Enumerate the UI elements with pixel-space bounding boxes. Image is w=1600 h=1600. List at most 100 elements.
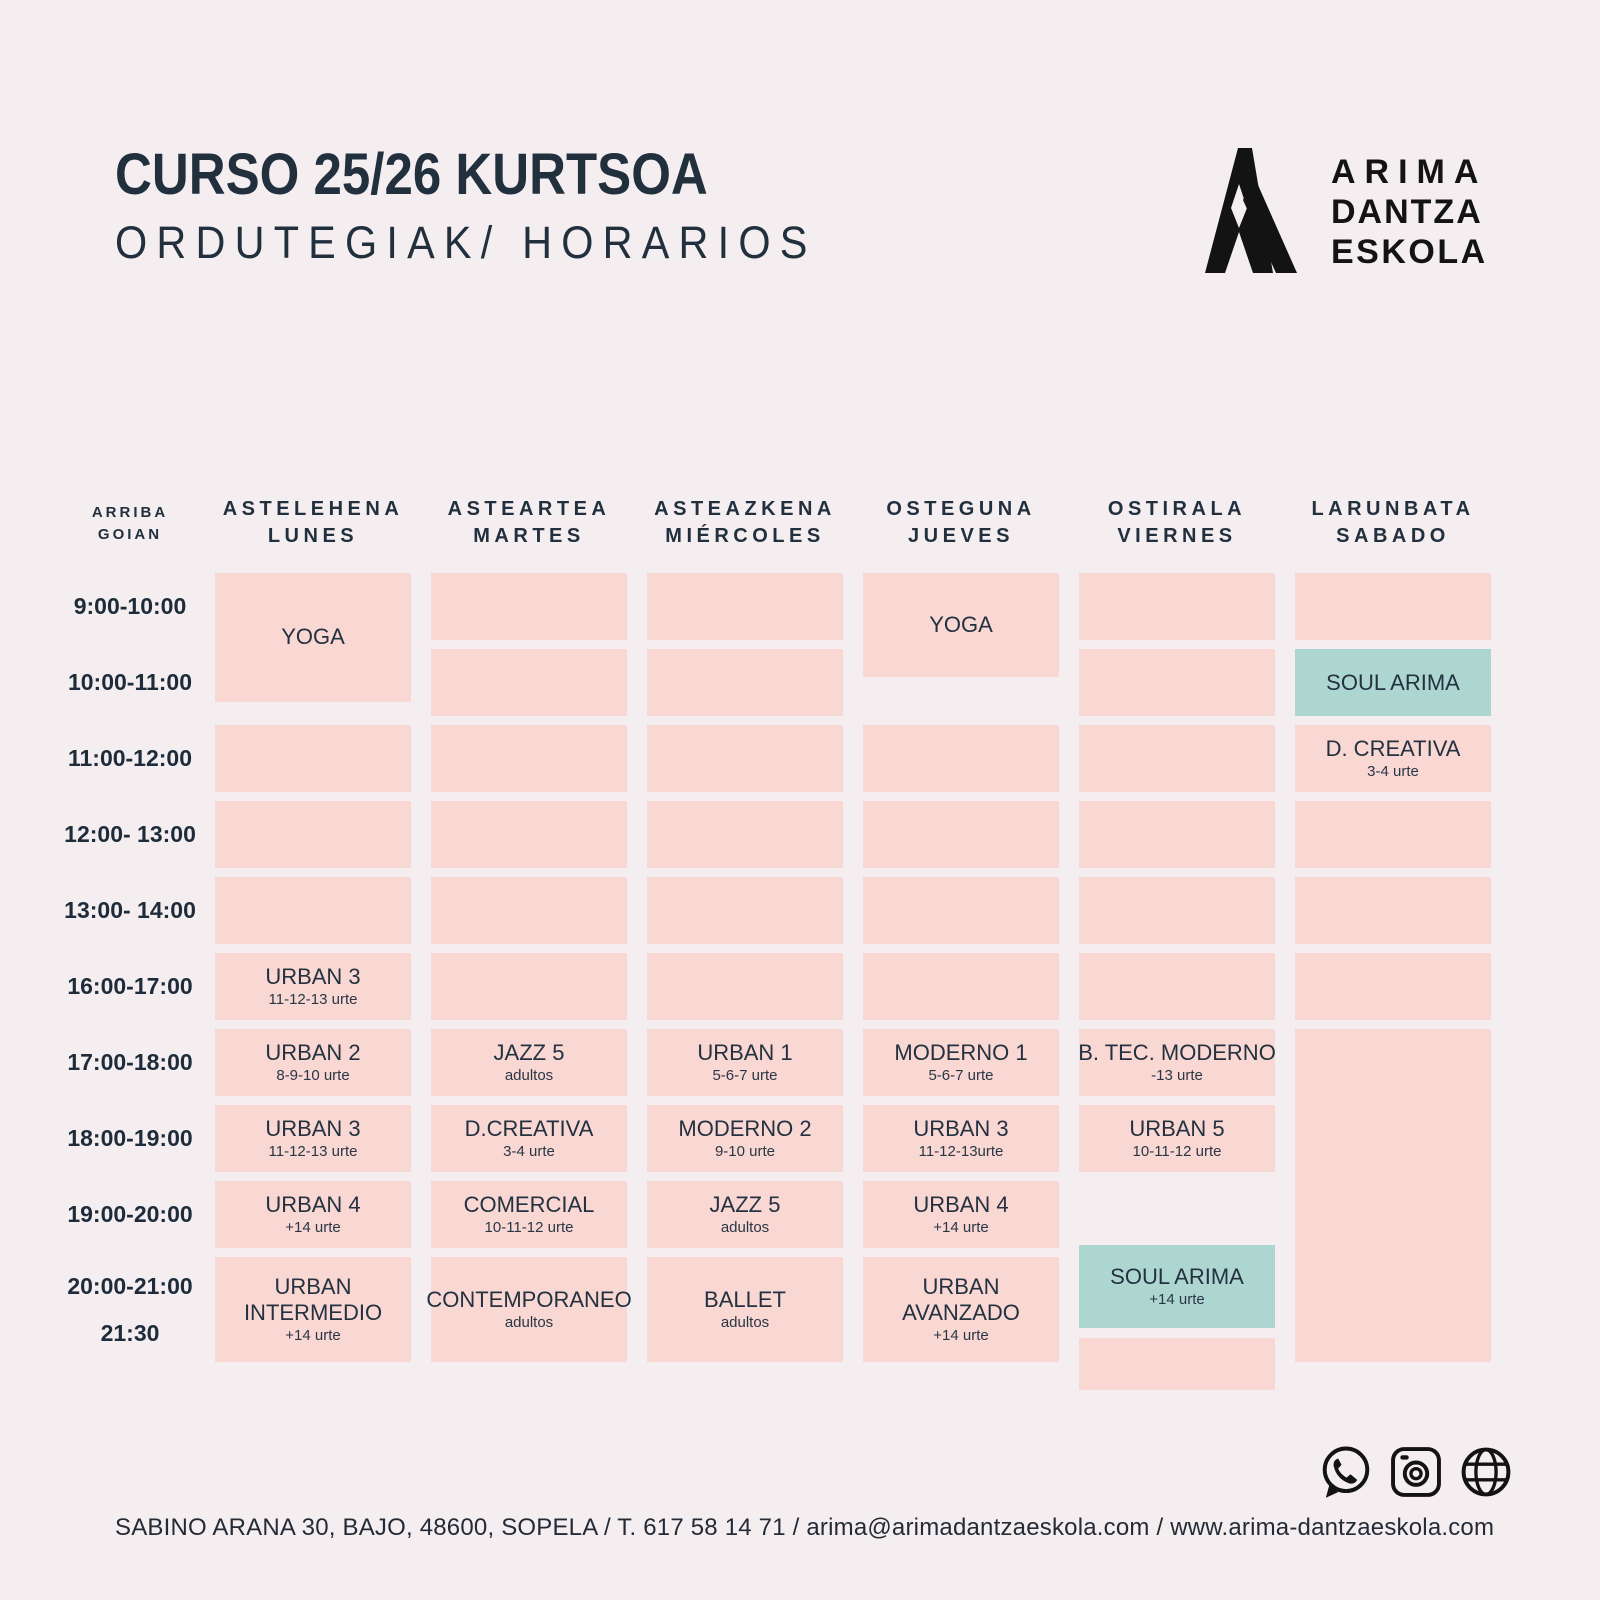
class-name: D. CREATIVA bbox=[1325, 736, 1461, 761]
empty-slot bbox=[647, 573, 843, 640]
class-name: MODERNO 2 bbox=[678, 1116, 812, 1141]
class-name: JAZZ 5 bbox=[493, 1040, 565, 1065]
class-cell: URBAN INTERMEDIO +14 urte bbox=[215, 1257, 411, 1362]
empty-slot bbox=[1079, 573, 1275, 640]
day-header-line: LARUNBATA bbox=[1311, 498, 1475, 520]
empty-slot bbox=[863, 801, 1059, 868]
empty-slot bbox=[431, 725, 627, 792]
day-header-line: JUEVES bbox=[908, 525, 1014, 547]
day-header-line: ASTEAZKENA bbox=[654, 498, 836, 520]
time-label: 10:00-11:00 bbox=[65, 649, 195, 716]
class-name: D.CREATIVA bbox=[464, 1116, 594, 1141]
time-label-line: 9:00-10:00 bbox=[73, 593, 187, 619]
day-header-line: OSTEGUNA bbox=[886, 498, 1036, 520]
whatsapp-icon[interactable] bbox=[1318, 1444, 1374, 1500]
class-age-group: +14 urte bbox=[285, 1219, 341, 1236]
empty-slot bbox=[215, 877, 411, 944]
class-name: URBAN 3 bbox=[265, 964, 361, 989]
time-label-line: 16:00-17:00 bbox=[67, 973, 193, 999]
class-name: URBAN 3 bbox=[265, 1116, 361, 1141]
class-cell: YOGA bbox=[863, 573, 1059, 678]
time-label-line: 17:00-18:00 bbox=[67, 1049, 193, 1075]
class-age-group: 3-4 urte bbox=[503, 1143, 555, 1160]
empty-slot bbox=[1079, 725, 1275, 792]
class-cell: YOGA bbox=[215, 573, 411, 702]
class-age-group: +14 urte bbox=[285, 1327, 341, 1344]
class-age-group: 9-10 urte bbox=[714, 1143, 776, 1160]
class-cell: JAZZ 5 adultos bbox=[647, 1181, 843, 1248]
day-header-line: ASTEARTEA bbox=[447, 498, 611, 520]
class-cell: URBAN 2 8-9-10 urte bbox=[215, 1029, 411, 1096]
instagram-icon[interactable] bbox=[1388, 1444, 1444, 1500]
class-age-group: 5-6-7 urte bbox=[712, 1067, 778, 1084]
day-header-line: MARTES bbox=[473, 525, 585, 547]
class-age-group: adultos bbox=[720, 1219, 770, 1236]
page-subtitle: ORDUTEGIAK/ HORARIOS bbox=[115, 217, 817, 268]
time-label-line: 18:00-19:00 bbox=[67, 1125, 193, 1151]
empty-slot bbox=[1295, 801, 1491, 868]
empty-slot bbox=[1295, 1029, 1491, 1362]
empty-slot bbox=[1079, 801, 1275, 868]
class-age-group: 11-12-13 urte bbox=[268, 991, 358, 1008]
day-header-thursday: OSTEGUNA JUEVES bbox=[863, 474, 1059, 564]
time-label-line: 11:00-12:00 bbox=[67, 745, 193, 771]
corner-line-2: GOIAN bbox=[97, 526, 163, 543]
empty-slot bbox=[647, 649, 843, 716]
class-cell: MODERNO 2 9-10 urte bbox=[647, 1105, 843, 1172]
class-name: YOGA bbox=[929, 612, 993, 638]
contact-line: SABINO ARANA 30, BAJO, 48600, SOPELA / T… bbox=[115, 1514, 1495, 1541]
class-cell: JAZZ 5 adultos bbox=[431, 1029, 627, 1096]
empty-slot bbox=[431, 877, 627, 944]
class-name: SOUL ARIMA bbox=[1326, 669, 1460, 695]
class-cell: URBAN 3 11-12-13urte bbox=[863, 1105, 1059, 1172]
day-header-line: OSTIRALA bbox=[1107, 498, 1247, 520]
class-cell: SOUL ARIMA +14 urte bbox=[1079, 1245, 1275, 1329]
time-label: 17:00-18:00 bbox=[65, 1029, 195, 1096]
class-age-group: -13 urte bbox=[1151, 1067, 1203, 1084]
corner-line-1: ARRIBA bbox=[91, 504, 169, 521]
class-name: YOGA bbox=[281, 624, 345, 650]
class-cell: URBAN 3 11-12-13 urte bbox=[215, 953, 411, 1020]
class-name: MODERNO 1 bbox=[894, 1040, 1028, 1065]
time-label: 12:00- 13:00 bbox=[64, 801, 196, 868]
day-header-tuesday: ASTEARTEA MARTES bbox=[431, 474, 627, 564]
logo-line-2: DANTZA bbox=[1331, 193, 1483, 231]
empty-slot bbox=[647, 877, 843, 944]
time-label: 13:00- 14:00 bbox=[64, 877, 196, 944]
class-name: SOUL ARIMA bbox=[1110, 1264, 1244, 1290]
empty-slot bbox=[863, 877, 1059, 944]
class-age-group: adultos bbox=[504, 1067, 554, 1084]
class-cell: SOUL ARIMA bbox=[1295, 649, 1491, 716]
class-name: URBAN 1 bbox=[697, 1040, 793, 1065]
logo-line-1: ARIMA bbox=[1331, 153, 1488, 191]
class-cell: MODERNO 1 5-6-7 urte bbox=[863, 1029, 1059, 1096]
time-label-line: 21:30 bbox=[100, 1319, 160, 1346]
globe-icon[interactable] bbox=[1458, 1444, 1514, 1500]
class-name: URBAN 3 bbox=[913, 1116, 1009, 1141]
logo-wordmark: ARIMA DANTZA ESKOLA bbox=[1331, 148, 1488, 272]
class-age-group: adultos bbox=[720, 1314, 770, 1331]
class-age-group: 11-12-13urte bbox=[918, 1143, 1004, 1160]
day-header-saturday: LARUNBATA SABADO bbox=[1295, 474, 1491, 564]
day-header-wednesday: ASTEAZKENA MIÉRCOLES bbox=[647, 474, 843, 564]
empty-slot bbox=[1079, 649, 1275, 716]
empty-slot bbox=[1079, 1338, 1275, 1390]
corner-label: ARRIBA GOIAN bbox=[65, 474, 195, 564]
class-cell: BALLET adultos bbox=[647, 1257, 843, 1362]
time-label: 16:00-17:00 bbox=[65, 953, 195, 1020]
time-label: 9:00-10:00 bbox=[65, 573, 195, 640]
time-label-line: 19:00-20:00 bbox=[67, 1201, 193, 1227]
timetable: ARRIBA GOIAN ASTELEHENA LUNES ASTEARTEA MAR… bbox=[64, 474, 1491, 1390]
class-name: JAZZ 5 bbox=[709, 1192, 781, 1217]
empty-slot bbox=[1295, 573, 1491, 640]
empty-slot bbox=[1079, 953, 1275, 1020]
class-name: URBAN 4 bbox=[913, 1192, 1009, 1217]
class-cell: D. CREATIVA 3-4 urte bbox=[1295, 725, 1491, 792]
empty-slot bbox=[215, 725, 411, 792]
empty-slot bbox=[1295, 953, 1491, 1020]
class-age-group: 8-9-10 urte bbox=[276, 1067, 350, 1084]
time-label-line: 10:00-11:00 bbox=[67, 669, 193, 695]
class-cell: URBAN 4 +14 urte bbox=[215, 1181, 411, 1248]
time-label: 19:00-20:00 bbox=[65, 1181, 195, 1248]
logo-mark bbox=[1205, 148, 1297, 273]
